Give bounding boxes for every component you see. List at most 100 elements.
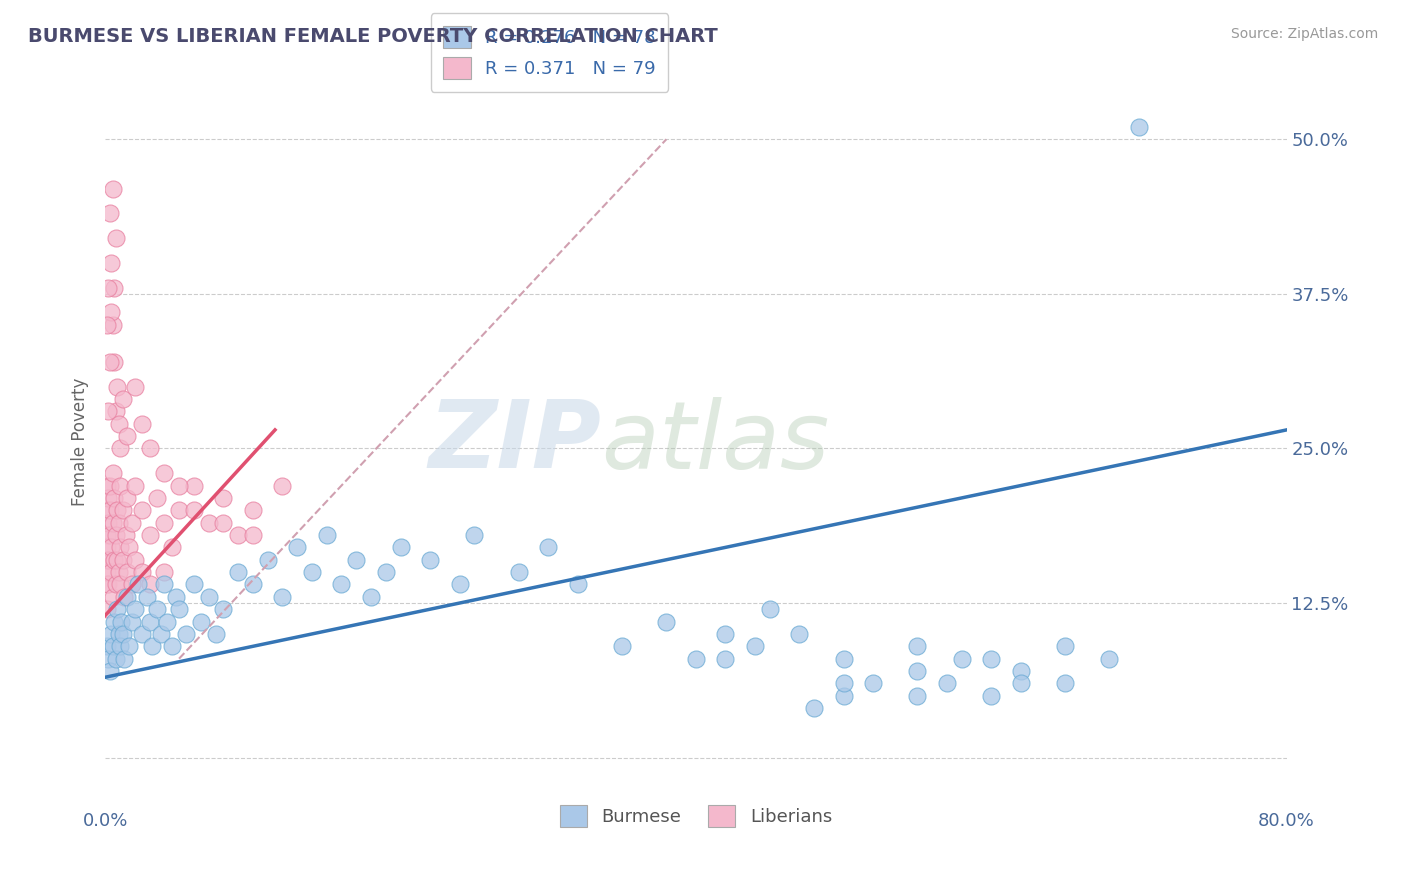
Point	[117, 590, 139, 604]
Point	[108, 541, 131, 555]
Point	[344, 553, 367, 567]
Point	[105, 553, 128, 567]
Point	[96, 602, 118, 616]
Point	[212, 516, 235, 530]
Point	[97, 281, 120, 295]
Point	[146, 491, 169, 505]
Point	[567, 577, 589, 591]
Point	[138, 528, 160, 542]
Point	[1010, 664, 1032, 678]
Point	[160, 640, 183, 654]
Point	[108, 577, 131, 591]
Point	[183, 577, 205, 591]
Point	[714, 627, 737, 641]
Point	[183, 503, 205, 517]
Point	[197, 516, 219, 530]
Text: atlas: atlas	[602, 397, 830, 488]
Point	[156, 615, 179, 629]
Point	[100, 256, 122, 270]
Point	[135, 590, 157, 604]
Point	[153, 577, 176, 591]
Point	[117, 565, 139, 579]
Point	[97, 516, 120, 530]
Point	[100, 627, 122, 641]
Point	[105, 379, 128, 393]
Point	[360, 590, 382, 604]
Point	[103, 281, 125, 295]
Point	[138, 442, 160, 456]
Point	[449, 577, 471, 591]
Point	[141, 640, 163, 654]
Point	[197, 590, 219, 604]
Point	[100, 305, 122, 319]
Point	[98, 206, 121, 220]
Point	[1054, 676, 1077, 690]
Point	[508, 565, 530, 579]
Point	[101, 182, 124, 196]
Point	[103, 355, 125, 369]
Point	[131, 627, 153, 641]
Text: ZIP: ZIP	[429, 396, 602, 488]
Point	[714, 651, 737, 665]
Point	[124, 379, 146, 393]
Point	[537, 541, 560, 555]
Point	[97, 651, 120, 665]
Point	[104, 528, 127, 542]
Point	[146, 602, 169, 616]
Point	[105, 503, 128, 517]
Point	[131, 503, 153, 517]
Point	[389, 541, 412, 555]
Point	[96, 541, 118, 555]
Point	[787, 627, 810, 641]
Point	[111, 392, 134, 406]
Point	[98, 478, 121, 492]
Point	[374, 565, 396, 579]
Point	[1128, 120, 1150, 134]
Point	[862, 676, 884, 690]
Point	[98, 355, 121, 369]
Point	[685, 651, 707, 665]
Point	[160, 541, 183, 555]
Point	[153, 565, 176, 579]
Point	[103, 615, 125, 629]
Point	[1054, 640, 1077, 654]
Point	[112, 590, 135, 604]
Point	[121, 615, 143, 629]
Point	[107, 627, 129, 641]
Point	[803, 701, 825, 715]
Point	[100, 541, 122, 555]
Point	[610, 640, 633, 654]
Point	[330, 577, 353, 591]
Legend: Burmese, Liberians: Burmese, Liberians	[553, 798, 839, 835]
Point	[101, 318, 124, 332]
Point	[980, 689, 1002, 703]
Point	[463, 528, 485, 542]
Point	[121, 577, 143, 591]
Point	[103, 491, 125, 505]
Point	[98, 664, 121, 678]
Point	[97, 404, 120, 418]
Point	[117, 429, 139, 443]
Point	[226, 565, 249, 579]
Point	[101, 466, 124, 480]
Point	[104, 577, 127, 591]
Point	[131, 417, 153, 431]
Point	[101, 516, 124, 530]
Point	[104, 231, 127, 245]
Text: Source: ZipAtlas.com: Source: ZipAtlas.com	[1230, 27, 1378, 41]
Point	[935, 676, 957, 690]
Point	[131, 565, 153, 579]
Point	[315, 528, 337, 542]
Point	[112, 651, 135, 665]
Point	[176, 627, 198, 641]
Point	[744, 640, 766, 654]
Point	[96, 528, 118, 542]
Point	[655, 615, 678, 629]
Point	[97, 553, 120, 567]
Point	[212, 602, 235, 616]
Point	[905, 664, 928, 678]
Text: BURMESE VS LIBERIAN FEMALE POVERTY CORRELATION CHART: BURMESE VS LIBERIAN FEMALE POVERTY CORRE…	[28, 27, 718, 45]
Point	[111, 627, 134, 641]
Point	[138, 577, 160, 591]
Point	[271, 590, 294, 604]
